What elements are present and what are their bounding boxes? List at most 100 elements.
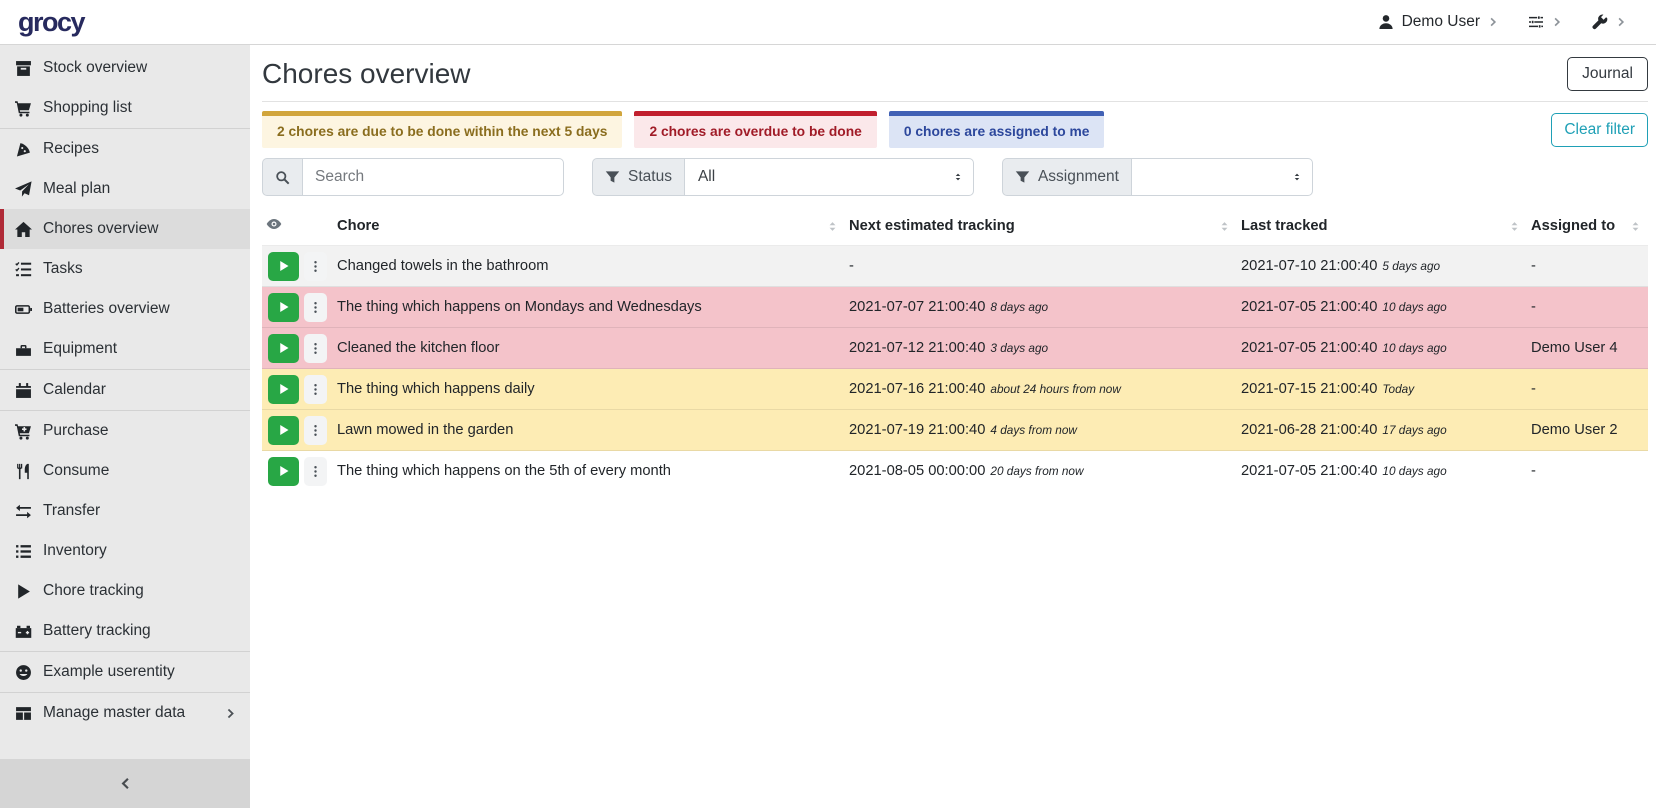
sidebar-item-label: Stock overview <box>43 59 148 76</box>
last-tracked-cell: 2021-06-28 21:00:40 17 days ago <box>1241 422 1447 438</box>
sidebar-divider <box>0 128 250 129</box>
main-content: Chores overview Journal 2 chores are due… <box>250 45 1656 808</box>
chore-name-cell: The thing which happens daily <box>337 381 535 397</box>
page-title: Chores overview <box>262 58 471 89</box>
column-visibility-button[interactable] <box>262 209 333 246</box>
next-tracking-cell: 2021-08-05 00:00:00 20 days from now <box>849 463 1084 479</box>
journal-button[interactable]: Journal <box>1567 57 1648 91</box>
time-ago-text: 10 days ago <box>1382 300 1447 314</box>
assigned-to-cell: - <box>1531 381 1536 397</box>
status-filter-group: Status All <box>592 158 974 196</box>
user-menu[interactable]: Demo User <box>1378 13 1498 31</box>
sidebar-divider <box>0 651 250 652</box>
sidebar-item-label: Meal plan <box>43 180 111 197</box>
chore-menu-button[interactable] <box>304 251 327 281</box>
assignment-filter-group: Assignment <box>1001 158 1313 196</box>
admin-menu[interactable] <box>1592 14 1626 30</box>
track-chore-button[interactable] <box>268 415 299 445</box>
play-icon <box>278 342 290 354</box>
track-chore-button[interactable] <box>268 251 299 281</box>
column-header-assigned-to[interactable]: Assigned to <box>1527 209 1648 246</box>
sidebar-item-calendar[interactable]: Calendar <box>0 370 250 410</box>
eye-icon <box>266 216 282 232</box>
ellipsis-icon <box>309 465 322 478</box>
assigned-to-cell: Demo User 2 <box>1531 422 1618 438</box>
play-icon <box>13 583 34 600</box>
overdue-filter-card[interactable]: 2 chores are overdue to be done <box>634 111 877 148</box>
chore-menu-button[interactable] <box>304 415 327 445</box>
sidebar-item-battery-tracking[interactable]: Battery tracking <box>0 611 250 651</box>
settings-menu[interactable] <box>1528 14 1562 30</box>
exchange-icon <box>13 503 34 520</box>
sidebar-item-label: Inventory <box>43 542 107 559</box>
track-chore-button[interactable] <box>268 292 299 322</box>
next-tracking-cell: 2021-07-12 21:00:40 3 days ago <box>849 340 1049 356</box>
grocy-logo[interactable]: grocy <box>18 6 86 37</box>
clear-filter-button[interactable]: Clear filter <box>1551 112 1648 147</box>
sidebar: Stock overview Shopping list Recipes Mea… <box>0 45 250 808</box>
sort-icon[interactable] <box>1218 220 1231 233</box>
filter-label-text: Assignment <box>1037 168 1119 185</box>
assigned-to-cell: - <box>1531 463 1536 479</box>
status-select-value: All <box>697 168 716 185</box>
top-navbar: grocy Demo User <box>0 0 1656 45</box>
column-header-chore[interactable]: Chore <box>333 209 845 246</box>
sidebar-item-meal-plan[interactable]: Meal plan <box>0 169 250 209</box>
time-ago-text: 3 days ago <box>990 341 1049 355</box>
assigned-to-me-filter-card[interactable]: 0 chores are assigned to me <box>888 111 1105 148</box>
battery-icon <box>13 301 34 318</box>
column-header-next-estimated-tracking[interactable]: Next estimated tracking <box>845 209 1237 246</box>
chore-name-cell: Cleaned the kitchen floor <box>337 340 500 356</box>
track-chore-button[interactable] <box>268 374 299 404</box>
filter-label-text: Status <box>628 168 672 185</box>
sidebar-item-shopping-list[interactable]: Shopping list <box>0 88 250 128</box>
column-header-last-tracked[interactable]: Last tracked <box>1237 209 1527 246</box>
ellipsis-icon <box>309 301 322 314</box>
next-tracking-cell: 2021-07-19 21:00:40 4 days from now <box>849 422 1077 438</box>
sort-icon[interactable] <box>1508 220 1521 233</box>
status-select[interactable]: All <box>683 158 974 196</box>
sidebar-collapse-button[interactable] <box>0 759 250 808</box>
sidebar-item-manage-master-data[interactable]: Manage master data <box>0 693 250 733</box>
wrench-icon <box>1592 14 1608 30</box>
chevron-right-icon <box>1616 17 1626 27</box>
sidebar-item-example-userentity[interactable]: Example userentity <box>0 652 250 692</box>
sidebar-item-chore-tracking[interactable]: Chore tracking <box>0 571 250 611</box>
track-chore-button[interactable] <box>268 333 299 363</box>
chore-menu-button[interactable] <box>304 292 327 322</box>
sidebar-item-equipment[interactable]: Equipment <box>0 329 250 369</box>
status-filter-label: Status <box>592 158 684 196</box>
sidebar-item-label: Manage master data <box>43 704 186 721</box>
assignment-select[interactable] <box>1130 158 1313 196</box>
search-input[interactable] <box>302 158 564 196</box>
sidebar-item-chores-overview[interactable]: Chores overview <box>0 209 250 249</box>
chore-menu-button[interactable] <box>304 374 327 404</box>
due-soon-filter-card[interactable]: 2 chores are due to be done within the n… <box>262 111 623 148</box>
sidebar-item-stock-overview[interactable]: Stock overview <box>0 48 250 88</box>
time-ago-text: 4 days from now <box>990 423 1077 437</box>
sidebar-item-consume[interactable]: Consume <box>0 451 250 491</box>
chevron-right-icon <box>225 708 236 719</box>
sidebar-item-tasks[interactable]: Tasks <box>0 249 250 289</box>
last-tracked-cell: 2021-07-10 21:00:40 5 days ago <box>1241 258 1441 274</box>
ellipsis-icon <box>309 424 322 437</box>
last-tracked-cell: 2021-07-05 21:00:40 10 days ago <box>1241 299 1447 315</box>
tasks-icon <box>13 261 34 278</box>
sidebar-item-recipes[interactable]: Recipes <box>0 129 250 169</box>
table-row: Lawn mowed in the garden 2021-07-19 21:0… <box>262 409 1648 451</box>
chevron-right-icon <box>1488 17 1498 27</box>
select-arrows-icon <box>953 171 963 183</box>
chore-menu-button[interactable] <box>304 456 327 486</box>
sort-icon[interactable] <box>826 220 839 233</box>
table-row: The thing which happens on Mondays and W… <box>262 286 1648 328</box>
sort-icon[interactable] <box>1629 220 1642 233</box>
ellipsis-icon <box>309 260 322 273</box>
sidebar-item-batteries-overview[interactable]: Batteries overview <box>0 289 250 329</box>
sidebar-item-purchase[interactable]: Purchase <box>0 411 250 451</box>
chore-menu-button[interactable] <box>304 333 327 363</box>
track-chore-button[interactable] <box>268 456 299 486</box>
time-ago-text: about 24 hours from now <box>990 382 1121 396</box>
search-icon-box <box>262 158 302 196</box>
sidebar-item-inventory[interactable]: Inventory <box>0 531 250 571</box>
sidebar-item-transfer[interactable]: Transfer <box>0 491 250 531</box>
